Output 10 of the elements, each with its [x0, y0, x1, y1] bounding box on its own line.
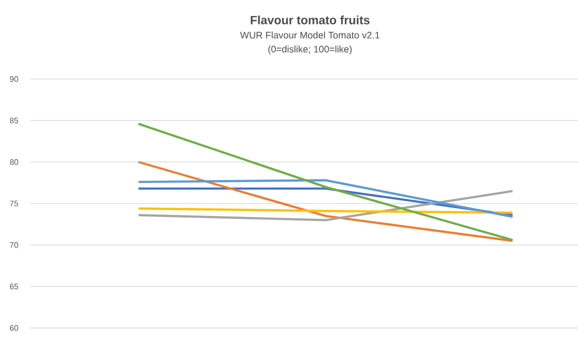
text: (0=dislike; 100=like) — [268, 46, 352, 54]
y-tick-label: 70 — [10, 242, 18, 248]
y-tick-label: 65 — [10, 284, 18, 290]
chart-title: Flavour tomato fruits — [250, 16, 370, 24]
y-tick-label: 60 — [10, 325, 18, 331]
y-tick-label: 80 — [10, 159, 18, 165]
y-tick-label: 90 — [10, 76, 18, 82]
y-tick-label: 75 — [10, 200, 18, 206]
chart-subtitle: WUR Flavour Model Tomato v2.1 — [240, 32, 380, 39]
y-tick-label: 85 — [10, 118, 18, 124]
